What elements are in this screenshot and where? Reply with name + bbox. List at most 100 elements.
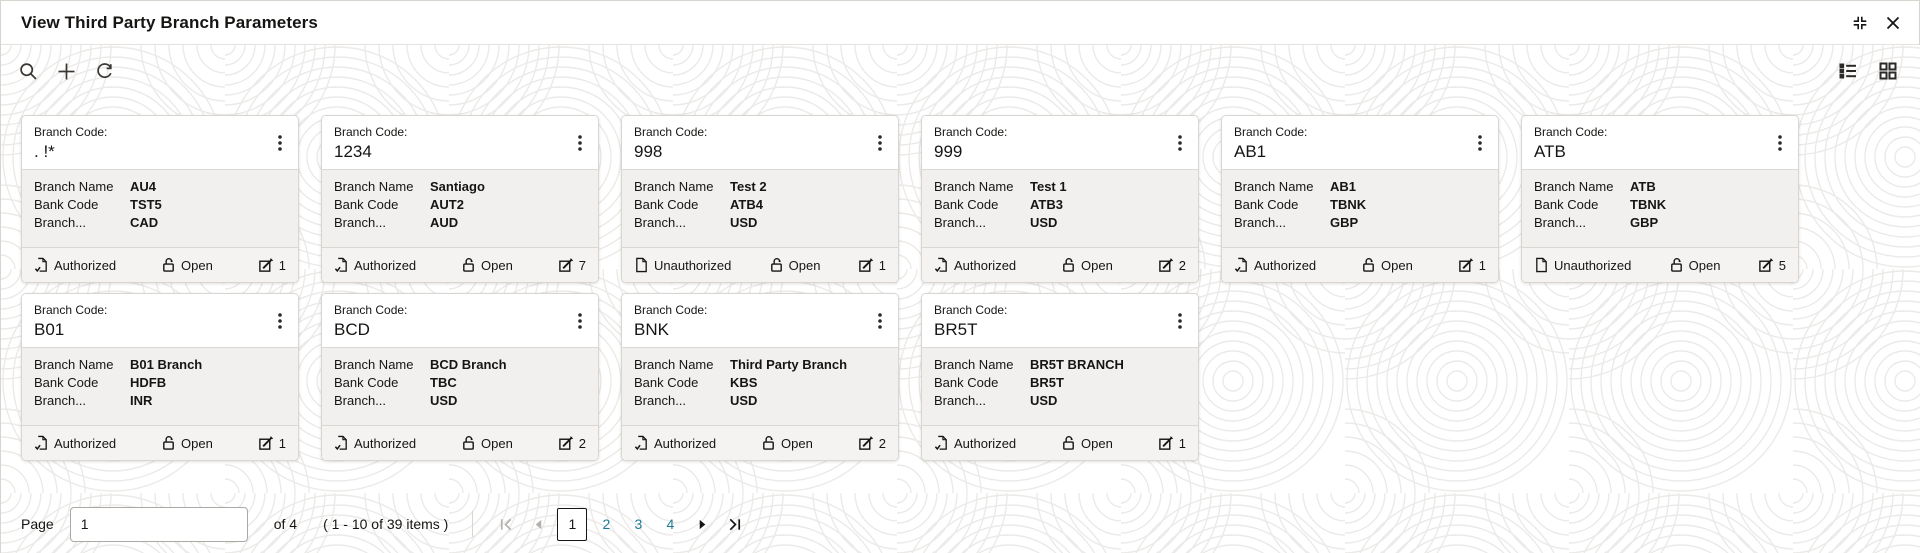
branch-name-label: Branch Name: [934, 179, 1014, 194]
branch-card: Branch Code: B01 Branch Name B01 Branch …: [21, 293, 299, 461]
page-input[interactable]: [69, 506, 248, 542]
branch-currency-label: Branch...: [634, 215, 687, 230]
bank-code-label: Bank Code: [934, 197, 999, 212]
branch-code-value: BR5T: [934, 320, 978, 339]
page-number-3[interactable]: 3: [625, 509, 651, 539]
unauthorized-icon: [1536, 257, 1547, 273]
branch-currency-value: USD: [730, 215, 758, 230]
card-header: Branch Code: BCD: [322, 294, 598, 347]
branch-card: Branch Code: BNK Branch Name Third Party…: [621, 293, 899, 461]
card-header: Branch Code: 1234: [322, 116, 598, 169]
authorized-icon: [634, 435, 647, 451]
branch-currency-value: USD: [1030, 215, 1058, 230]
kebab-menu-icon[interactable]: [568, 130, 592, 156]
record-status: Open: [161, 257, 213, 273]
card-footer: Authorized Open 2: [622, 426, 898, 460]
kebab-menu-icon[interactable]: [1468, 130, 1492, 156]
kebab-menu-icon[interactable]: [868, 308, 892, 334]
branch-code-label: Branch Code:: [1534, 125, 1608, 139]
authorization-status: Unauthorized: [1534, 257, 1631, 273]
branch-name-label: Branch Name: [634, 357, 714, 372]
branch-currency-value: USD: [430, 393, 458, 408]
authorization-status-text: Unauthorized: [1554, 257, 1632, 273]
branch-code-label: Branch Code:: [1234, 125, 1308, 139]
branch-currency-label: Branch...: [1234, 215, 1287, 230]
unauthorized-icon: [636, 257, 647, 273]
branch-code-label: Branch Code:: [634, 303, 708, 317]
refresh-icon[interactable]: [89, 56, 119, 86]
record-status-text: Open: [1081, 435, 1113, 451]
branch-code-value: BCD: [334, 320, 370, 339]
record-status: Open: [461, 257, 513, 273]
open-lock-icon: [763, 436, 774, 450]
branch-code-value: . !*: [34, 142, 55, 161]
authorization-status-text: Authorized: [954, 435, 1017, 451]
card-header: Branch Code: ATB: [1522, 116, 1798, 169]
last-page-icon[interactable]: [721, 511, 747, 537]
card-footer: Authorized Open 1: [22, 426, 298, 460]
branch-card: Branch Code: BR5T Branch Name BR5T BRANC…: [921, 293, 1199, 461]
search-icon[interactable]: [13, 56, 43, 86]
branch-code-label: Branch Code:: [334, 303, 408, 317]
pagination-bar: Page of 4 ( 1 - 10 of 39 items ) 1 2: [21, 504, 1899, 544]
branch-code-value: ATB: [1534, 142, 1566, 161]
branch-code-label: Branch Code:: [634, 125, 708, 139]
card-header: Branch Code: 999: [922, 116, 1198, 169]
authorized-icon: [34, 435, 47, 451]
previous-page-icon[interactable]: [525, 511, 551, 537]
branch-currency-label: Branch...: [934, 393, 987, 408]
modification-count: 1: [258, 257, 286, 273]
first-page-icon[interactable]: [493, 511, 519, 537]
branch-name-value: BR5T BRANCH: [1030, 357, 1124, 372]
branch-card: Branch Code: . !* Branch Name AU4 Bank C…: [21, 115, 299, 283]
card-body: Branch Name B01 Branch Bank Code HDFB Br…: [22, 347, 298, 426]
modification-icon: [1158, 436, 1173, 450]
branch-currency-label: Branch...: [934, 215, 987, 230]
card-header: Branch Code: B01: [22, 294, 298, 347]
branch-name-value: AU4: [130, 179, 157, 194]
bank-code-value: TBNK: [1630, 197, 1667, 212]
branch-name-label: Branch Name: [634, 179, 714, 194]
branch-currency-label: Branch...: [1534, 215, 1587, 230]
kebab-menu-icon[interactable]: [868, 130, 892, 156]
record-status: Open: [1061, 435, 1113, 451]
page-number-4[interactable]: 4: [657, 509, 683, 539]
content-area: Branch Code: . !* Branch Name AU4 Bank C…: [1, 45, 1920, 553]
page-number-1[interactable]: 1: [557, 507, 588, 541]
bank-code-label: Bank Code: [1534, 197, 1599, 212]
kebab-menu-icon[interactable]: [568, 308, 592, 334]
branch-card: Branch Code: ATB Branch Name ATB Bank Co…: [1521, 115, 1799, 283]
kebab-menu-icon[interactable]: [1168, 130, 1192, 156]
page-title: View Third Party Branch Parameters: [21, 12, 318, 32]
record-status-text: Open: [788, 257, 821, 273]
close-icon[interactable]: [1885, 15, 1901, 31]
modification-count-text: 1: [878, 257, 886, 273]
card-header: Branch Code: BR5T: [922, 294, 1198, 347]
kebab-menu-icon[interactable]: [268, 130, 292, 156]
grid-view-icon[interactable]: [1873, 56, 1903, 86]
authorization-status: Authorized: [934, 257, 1016, 273]
record-status-text: Open: [481, 257, 513, 273]
kebab-menu-icon[interactable]: [1768, 130, 1792, 156]
card-body: Branch Name BR5T BRANCH Bank Code BR5T B…: [922, 347, 1198, 426]
branch-name-label: Branch Name: [334, 357, 414, 372]
kebab-menu-icon[interactable]: [268, 308, 292, 334]
card-footer: Authorized Open 1: [1222, 248, 1498, 282]
modification-count-text: 1: [278, 257, 286, 273]
card-body: Branch Name ATB Bank Code TBNK Branch...…: [1522, 169, 1798, 248]
next-page-icon[interactable]: [689, 511, 715, 537]
branch-card: Branch Code: AB1 Branch Name AB1 Bank Co…: [1221, 115, 1499, 283]
add-icon[interactable]: [51, 56, 81, 86]
page-number-2[interactable]: 2: [593, 509, 619, 539]
branch-code-value: B01: [34, 320, 65, 339]
bank-code-value: TBC: [430, 375, 457, 390]
resize-icon[interactable]: [1851, 14, 1869, 32]
authorized-icon: [334, 435, 347, 451]
branch-name-value: BCD Branch: [430, 357, 507, 372]
kebab-menu-icon[interactable]: [1168, 308, 1192, 334]
branch-name-value: Test 1: [1030, 179, 1067, 194]
list-view-icon[interactable]: [1833, 56, 1863, 86]
authorized-icon: [34, 257, 47, 273]
bank-code-label: Bank Code: [334, 197, 399, 212]
